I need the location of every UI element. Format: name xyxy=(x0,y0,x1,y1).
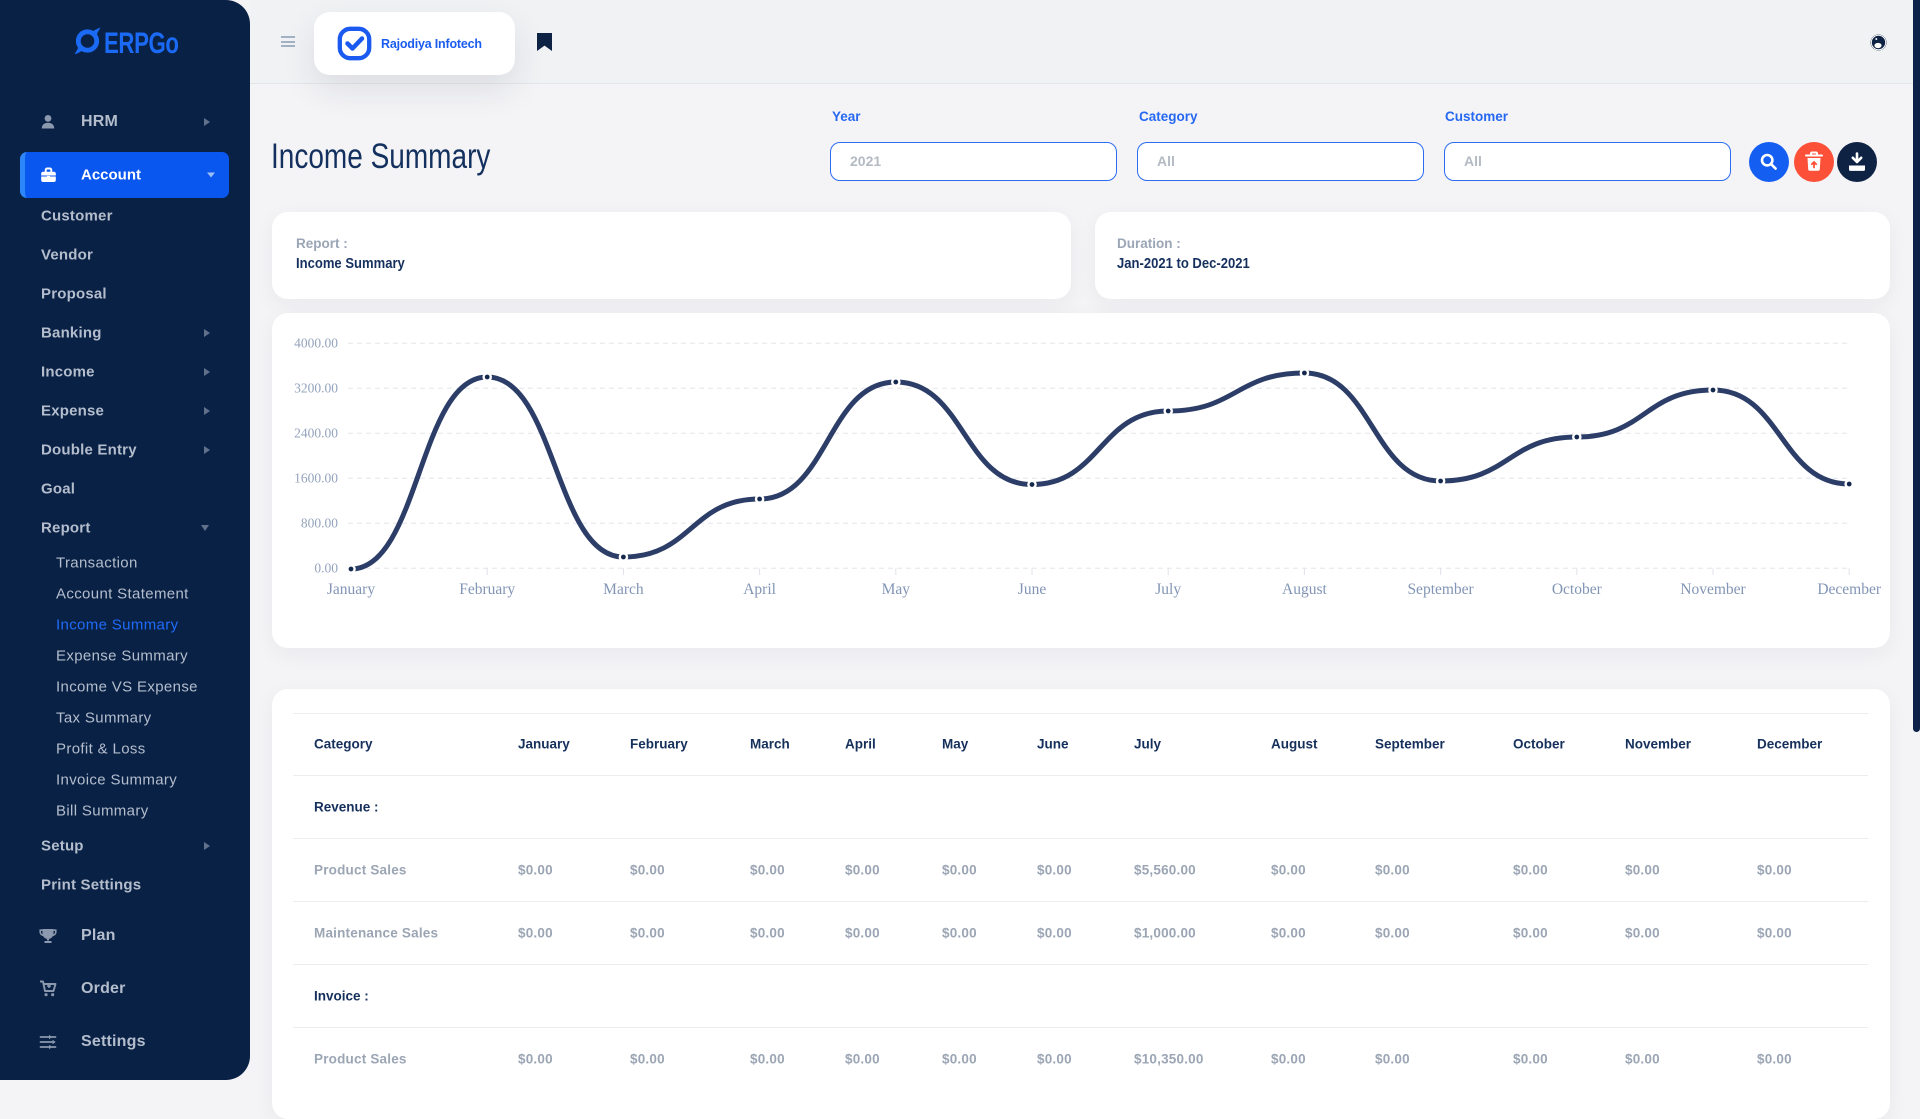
svg-text:June: June xyxy=(1018,581,1047,598)
svg-text:0.00: 0.00 xyxy=(314,561,338,576)
svg-text:3200.00: 3200.00 xyxy=(294,381,338,396)
svg-text:1600.00: 1600.00 xyxy=(294,471,338,486)
svg-text:2400.00: 2400.00 xyxy=(294,426,338,441)
svg-text:August: August xyxy=(1282,581,1327,598)
svg-text:May: May xyxy=(882,581,911,598)
svg-text:4000.00: 4000.00 xyxy=(294,336,338,351)
svg-text:February: February xyxy=(459,581,515,598)
svg-text:September: September xyxy=(1407,581,1474,598)
svg-text:March: March xyxy=(603,581,644,598)
svg-text:December: December xyxy=(1817,581,1882,598)
svg-text:November: November xyxy=(1680,581,1746,598)
svg-text:July: July xyxy=(1155,581,1181,598)
svg-text:January: January xyxy=(327,581,375,598)
svg-text:April: April xyxy=(743,581,776,598)
svg-text:October: October xyxy=(1552,581,1603,598)
svg-text:800.00: 800.00 xyxy=(301,516,338,531)
